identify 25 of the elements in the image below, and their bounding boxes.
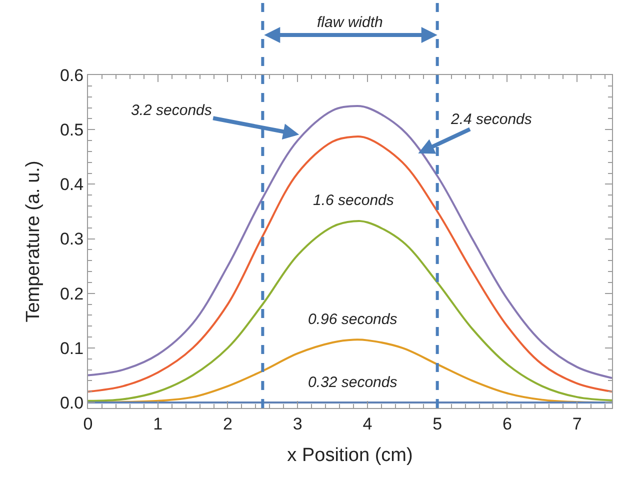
x-tick-label: 0 [83,414,93,434]
annotation: 0.96 seconds [308,311,398,328]
y-tick-label: 0.2 [60,284,84,304]
y-tick-label: 0.3 [60,230,84,249]
x-axis-title: x Position (cm) [287,445,413,466]
x-tick-label: 7 [572,414,582,434]
y-tick-label: 0.5 [60,120,84,140]
x-tick-label: 6 [502,414,512,434]
y-tick-label: 0.0 [60,393,84,412]
x-tick-label: 2 [222,414,232,434]
y-tick-label: 0.1 [60,338,84,358]
y-tick-label: 0.6 [60,66,84,85]
x-tick-label: 3 [292,414,302,434]
annotation: 1.6 seconds [313,192,394,209]
x-tick-label: 5 [432,414,442,434]
annotation: 2.4 seconds [450,111,532,128]
x-tick-label: 4 [362,414,372,434]
annotation: 0.32 seconds [308,374,398,391]
text: flaw width [317,14,383,31]
line-series [88,220,612,402]
x-tick-label: 1 [153,414,163,434]
line-series [88,136,612,393]
y-axis-title: Temperature (a. u.) [22,160,44,322]
y-tick-label: 0.4 [60,175,84,194]
annotation: 3.2 seconds [131,102,212,119]
